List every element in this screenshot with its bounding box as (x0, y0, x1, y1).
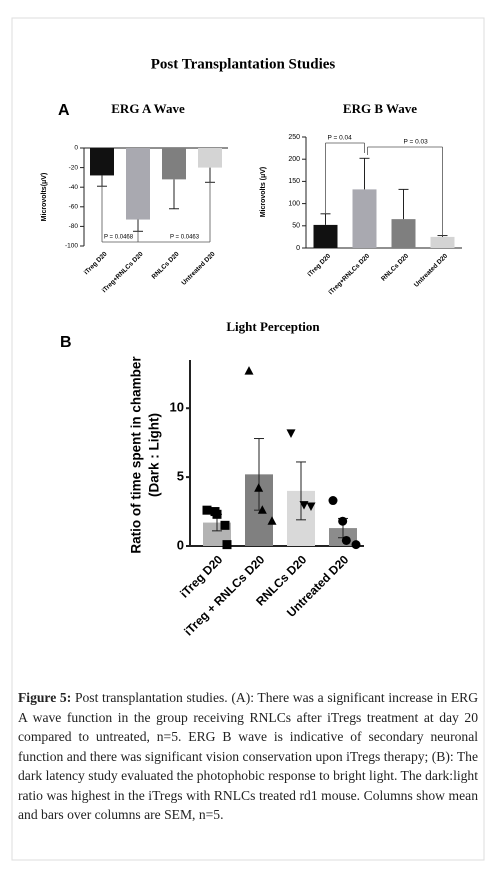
y-tick-label: 200 (288, 156, 300, 163)
data-point (328, 496, 338, 506)
data-point (351, 540, 361, 550)
y-axis-label: Ratio of time spent in chamber (129, 356, 144, 554)
x-tick-label: iTreg D20 (306, 252, 332, 278)
y-tick-label: 100 (288, 200, 300, 207)
x-tick-label: iTreg+RNLCs D20 (327, 252, 371, 296)
data-point (341, 535, 351, 545)
y-tick-label: 50 (292, 223, 300, 230)
y-tick-label: 10 (170, 400, 184, 415)
annotation: P = 0.03 (404, 139, 429, 146)
y-tick-label: 0 (177, 537, 184, 552)
bar (90, 148, 114, 176)
data-point (220, 520, 230, 530)
data-point (254, 483, 264, 492)
y-tick-label: 250 (288, 134, 300, 141)
bar (198, 148, 222, 168)
panel-label: A (58, 102, 70, 119)
data-point (299, 501, 309, 510)
y-axis-label: Microvolts (μV) (260, 167, 267, 218)
data-point (306, 502, 316, 511)
data-point (222, 540, 232, 550)
data-point (257, 505, 267, 514)
y-tick-label: -100 (65, 243, 78, 250)
bar (430, 236, 455, 248)
data-point (286, 429, 296, 438)
y-tick-label: -80 (69, 223, 79, 230)
y-tick-label: 0 (74, 145, 78, 152)
y-axis-label: (Dark : Light) (147, 413, 162, 497)
y-tick-label: 150 (288, 178, 300, 185)
chart-title: Light Perception (226, 319, 320, 334)
x-tick-label: RNLCs D20 (380, 252, 410, 282)
bar (313, 224, 338, 248)
data-point (338, 516, 348, 526)
frame (11, 17, 485, 861)
x-tick-label: iTreg+RNLCs D20 (101, 250, 145, 294)
annotation: P = 0.0468 (104, 235, 134, 241)
caption: Figure 5: Post transplantation studies. … (18, 688, 478, 825)
caption-text: Post transplantation studies. (A): There… (18, 690, 479, 822)
y-tick-label: -60 (69, 204, 79, 211)
chart-title: ERG A Wave (111, 101, 185, 116)
annotation: P = 0.0463 (170, 235, 200, 241)
y-tick-label: -40 (69, 184, 79, 191)
x-tick-label: Untreated D20 (181, 250, 217, 286)
data-point (244, 366, 254, 375)
x-tick-label: iTreg D20 (83, 250, 109, 276)
panel-label: B (60, 334, 72, 351)
y-tick-label: 0 (296, 245, 300, 252)
y-tick-label: 5 (177, 469, 184, 484)
x-tick-label: iTreg + RNLCs D20 (181, 552, 267, 638)
figure-title: Post Transplantation Studies (151, 56, 336, 72)
y-axis-label: Microvolts(μV) (41, 173, 48, 222)
bar (126, 148, 150, 220)
data-point (212, 509, 222, 519)
chart-title: ERG B Wave (343, 101, 417, 116)
y-tick-label: -20 (69, 164, 79, 171)
bar (352, 189, 377, 248)
bar (391, 219, 416, 248)
annotation: P = 0.04 (328, 135, 353, 142)
x-tick-label: Untreated D20 (413, 252, 449, 288)
data-point (202, 505, 212, 515)
caption-label: Figure 5: (18, 690, 72, 705)
data-point (267, 516, 277, 525)
x-tick-label: RNLCs D20 (151, 250, 181, 280)
bar (162, 148, 186, 180)
